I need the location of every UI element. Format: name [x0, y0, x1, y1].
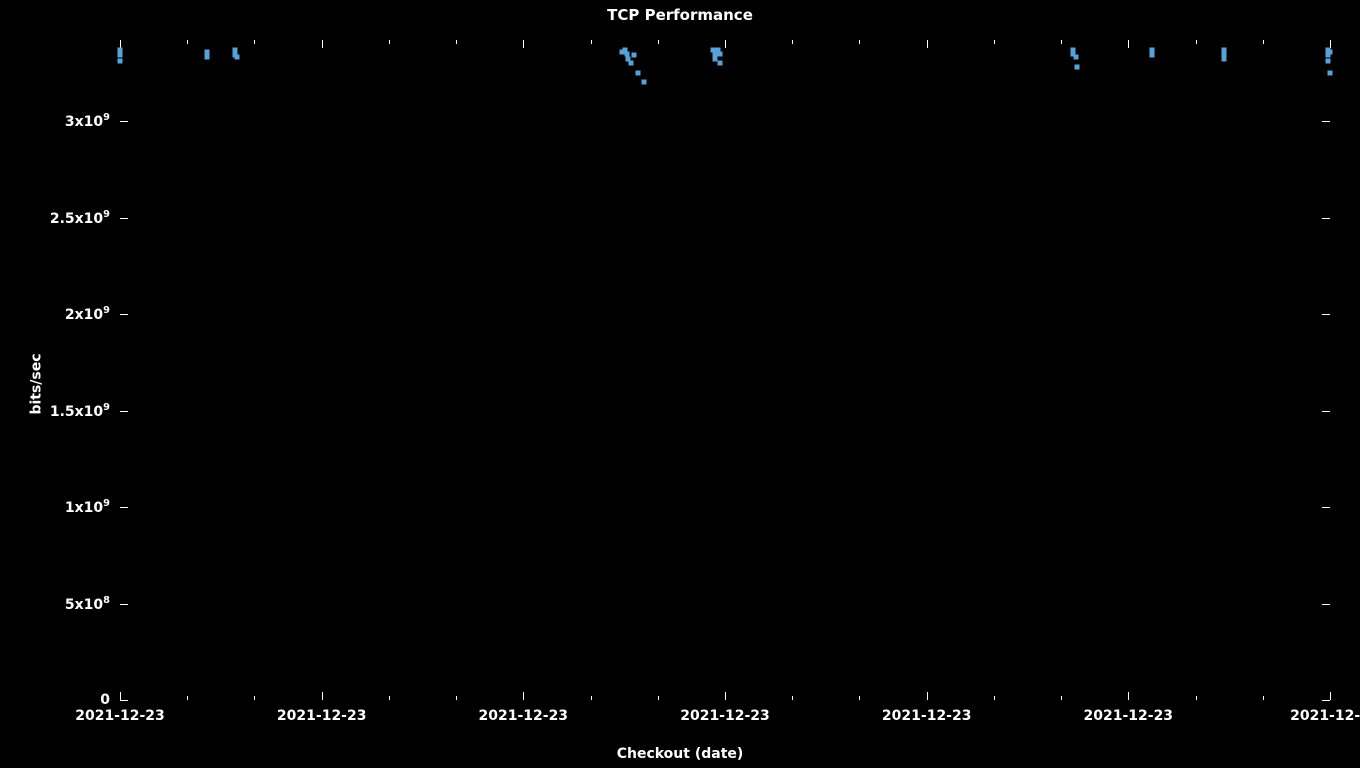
data-point [1325, 59, 1330, 64]
y-tick [1322, 507, 1330, 508]
x-minor-tick [254, 696, 255, 700]
plot-area [120, 40, 1330, 700]
x-tick [523, 692, 524, 700]
data-point [1221, 57, 1226, 62]
y-tick [120, 121, 128, 122]
y-tick-label: 2x109 [65, 305, 110, 323]
x-tick-label: 2021-12-23 [680, 708, 770, 724]
x-minor-tick [591, 696, 592, 700]
x-tick [725, 692, 726, 700]
x-minor-tick [1061, 696, 1062, 700]
data-point [235, 55, 240, 60]
data-point [118, 53, 123, 58]
x-tick-label: 2021-12-23 [277, 708, 367, 724]
data-point [118, 47, 123, 52]
y-tick [1322, 314, 1330, 315]
y-tick-label: 1.5x109 [50, 402, 110, 420]
x-tick [1330, 40, 1331, 48]
data-point [1328, 49, 1333, 54]
x-minor-tick [1196, 696, 1197, 700]
x-tick [1128, 40, 1129, 48]
x-minor-tick [1263, 40, 1264, 44]
x-minor-tick [456, 696, 457, 700]
x-tick [322, 40, 323, 48]
x-minor-tick [658, 40, 659, 44]
x-minor-tick [254, 40, 255, 44]
y-tick [120, 604, 128, 605]
y-tick-label: 1x109 [65, 498, 110, 516]
data-point [635, 70, 640, 75]
data-point [1150, 47, 1155, 52]
x-tick [1128, 692, 1129, 700]
y-tick [120, 700, 128, 701]
x-tick [322, 692, 323, 700]
x-tick-label: 2021-12-23 [75, 708, 165, 724]
y-tick [120, 411, 128, 412]
data-point [205, 55, 210, 60]
data-point [624, 51, 629, 56]
data-point [1328, 70, 1333, 75]
x-tick [927, 692, 928, 700]
x-tick-label: 2021-12-2 [1290, 708, 1360, 724]
data-point [718, 51, 723, 56]
y-tick [1322, 121, 1330, 122]
x-minor-tick [187, 696, 188, 700]
data-point [1073, 55, 1078, 60]
chart-title: TCP Performance [0, 6, 1360, 24]
data-point [641, 80, 646, 85]
x-minor-tick [187, 40, 188, 44]
x-minor-tick [389, 40, 390, 44]
data-point [1075, 65, 1080, 70]
data-point [118, 59, 123, 64]
x-minor-tick [859, 696, 860, 700]
y-tick-label: 5x108 [65, 595, 110, 613]
y-tick [120, 218, 128, 219]
data-point [628, 61, 633, 66]
x-tick [523, 40, 524, 48]
x-tick [1330, 692, 1331, 700]
y-tick-label: 2.5x109 [50, 209, 110, 227]
x-tick [927, 40, 928, 48]
x-minor-tick [792, 40, 793, 44]
x-minor-tick [1061, 40, 1062, 44]
data-point [232, 47, 237, 52]
data-point [632, 53, 637, 58]
y-tick [1322, 218, 1330, 219]
x-minor-tick [456, 40, 457, 44]
y-tick [1322, 604, 1330, 605]
x-minor-tick [591, 40, 592, 44]
y-tick-label: 0 [100, 692, 110, 708]
x-tick-label: 2021-12-23 [1084, 708, 1174, 724]
x-minor-tick [658, 696, 659, 700]
y-tick [1322, 700, 1330, 701]
data-point [718, 61, 723, 66]
data-point [1221, 51, 1226, 56]
x-minor-tick [389, 696, 390, 700]
y-tick-label: 3x109 [65, 112, 110, 130]
x-axis-label: Checkout (date) [0, 746, 1360, 762]
x-minor-tick [1263, 696, 1264, 700]
x-minor-tick [1196, 40, 1197, 44]
y-axis-label: bits/sec [29, 353, 45, 414]
x-minor-tick [994, 40, 995, 44]
x-tick [120, 692, 121, 700]
data-point [1150, 53, 1155, 58]
y-tick [1322, 411, 1330, 412]
x-tick-label: 2021-12-23 [479, 708, 569, 724]
x-tick-label: 2021-12-23 [882, 708, 972, 724]
x-tick [725, 40, 726, 48]
y-tick [120, 507, 128, 508]
y-tick [120, 314, 128, 315]
data-point [205, 49, 210, 54]
tcp-performance-chart: TCP Performance bits/sec Checkout (date)… [0, 0, 1360, 768]
x-minor-tick [994, 696, 995, 700]
x-minor-tick [859, 40, 860, 44]
x-minor-tick [792, 696, 793, 700]
